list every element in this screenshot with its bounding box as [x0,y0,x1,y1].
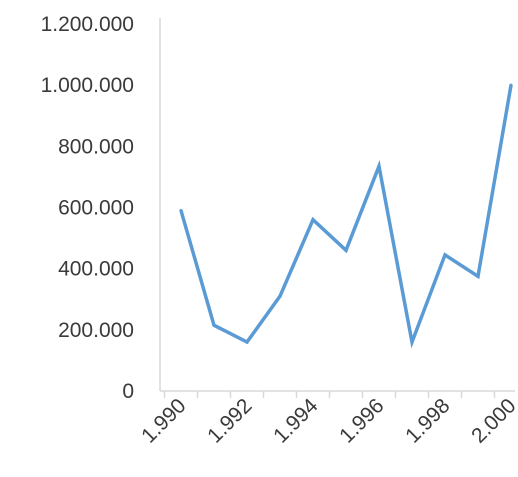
data-point [245,340,249,344]
data-point [212,323,216,327]
data-point [311,218,315,222]
data-point [179,208,183,213]
x-tick-label: 1.990 [137,394,190,447]
series-group [179,83,513,349]
x-tick-label: 1.994 [269,394,323,448]
x-axis: 1.990 1.992 1.994 1.996 1.998 2.000 [137,390,518,448]
data-point [410,340,414,344]
y-tick-label: 600.000 [58,197,134,220]
data-point [443,253,447,257]
y-tick-label: 0 [122,380,134,403]
y-tick-label: 800.000 [58,135,134,158]
y-axis: 0 200.000 400.000 600.000 800.000 1.000.000 1.… [41,13,161,403]
x-tick-label: 2.000 [467,394,518,447]
data-point [278,294,282,298]
y-tick-label: 400.000 [58,258,134,281]
x-tick-label: 1.996 [335,394,388,447]
data-point [377,164,381,168]
x-tick-label: 1.998 [401,394,454,447]
y-tick-label: 200.000 [58,319,134,342]
data-point [344,248,348,252]
y-tick-label: 1.200.000 [41,13,134,36]
y-tick-label: 1.000.000 [41,74,134,97]
data-point [476,274,480,278]
data-point [509,83,513,87]
x-tick-label: 1.992 [203,394,256,447]
series-line [179,84,513,349]
